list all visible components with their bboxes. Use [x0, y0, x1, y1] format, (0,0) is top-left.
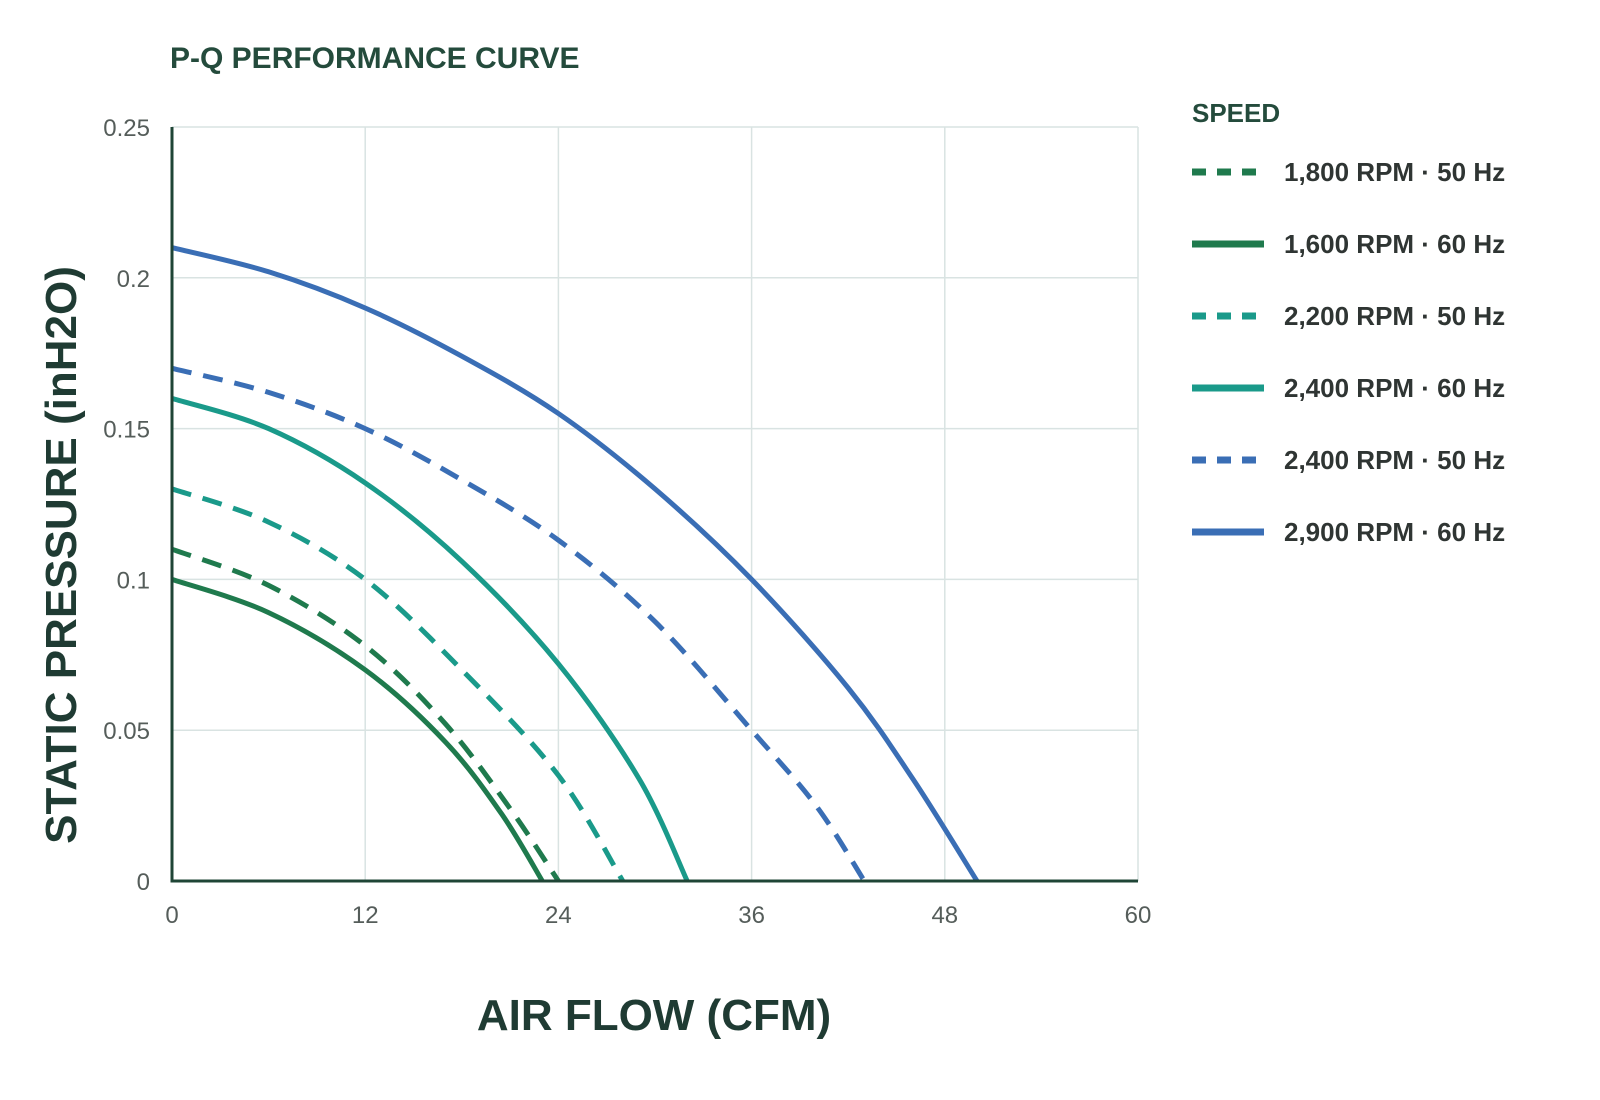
- x-tick-label: 60: [1125, 902, 1152, 929]
- series-line-2: [171, 577, 545, 883]
- legend-item: 2,200 RPM · 50 Hz: [1192, 301, 1505, 331]
- legend-label: 2,900 RPM · 60 Hz: [1284, 517, 1505, 547]
- legend-title: SPEED: [1192, 98, 1280, 128]
- plot-grid: [172, 126, 1139, 881]
- legend-item: 1,600 RPM · 60 Hz: [1192, 229, 1505, 259]
- y-axis-title: STATIC PRESSURE (inH2O): [37, 266, 86, 844]
- x-tick-label: 24: [545, 902, 572, 929]
- y-tick-label: 0: [137, 869, 150, 896]
- legend-item: 1,800 RPM · 50 Hz: [1192, 157, 1505, 187]
- x-tick-label: 0: [165, 902, 178, 929]
- x-tick-label: 48: [931, 902, 958, 929]
- legend-item: 2,400 RPM · 50 Hz: [1192, 445, 1505, 475]
- legend: 1,800 RPM · 50 Hz 1,600 RPM · 60 Hz 2,200 …: [1192, 157, 1505, 547]
- legend-item: 2,400 RPM · 60 Hz: [1192, 373, 1505, 403]
- x-tick-label: 36: [738, 902, 765, 929]
- legend-label: 2,400 RPM · 50 Hz: [1284, 445, 1505, 475]
- series-line-1: [171, 546, 561, 883]
- series-lines: [171, 245, 980, 883]
- legend-item: 2,900 RPM · 60 Hz: [1192, 517, 1505, 547]
- plot-axes: [170, 127, 1138, 883]
- chart-title: P-Q PERFORMANCE CURVE: [170, 42, 579, 75]
- series-line-5: [171, 365, 867, 883]
- series-line-6: [171, 245, 980, 883]
- x-tick-label: 12: [352, 902, 379, 929]
- legend-label: 1,600 RPM · 60 Hz: [1284, 229, 1505, 259]
- axis-ticks: 0 12 24 36 48 60 0 0.05 0.1 0.15 0.2 0.25: [103, 115, 1151, 929]
- y-tick-label: 0.25: [103, 115, 150, 142]
- y-tick-label: 0.05: [103, 718, 150, 745]
- legend-label: 1,800 RPM · 50 Hz: [1284, 157, 1505, 187]
- legend-label: 2,400 RPM · 60 Hz: [1284, 373, 1505, 403]
- y-tick-label: 0.15: [103, 417, 150, 444]
- legend-label: 2,200 RPM · 50 Hz: [1284, 301, 1505, 331]
- series-line-4: [171, 396, 690, 883]
- y-tick-label: 0.1: [117, 567, 150, 594]
- y-tick-label: 0.2: [117, 266, 150, 293]
- x-axis-title: AIR FLOW (CFM): [477, 991, 831, 1040]
- series-line-3: [171, 486, 625, 883]
